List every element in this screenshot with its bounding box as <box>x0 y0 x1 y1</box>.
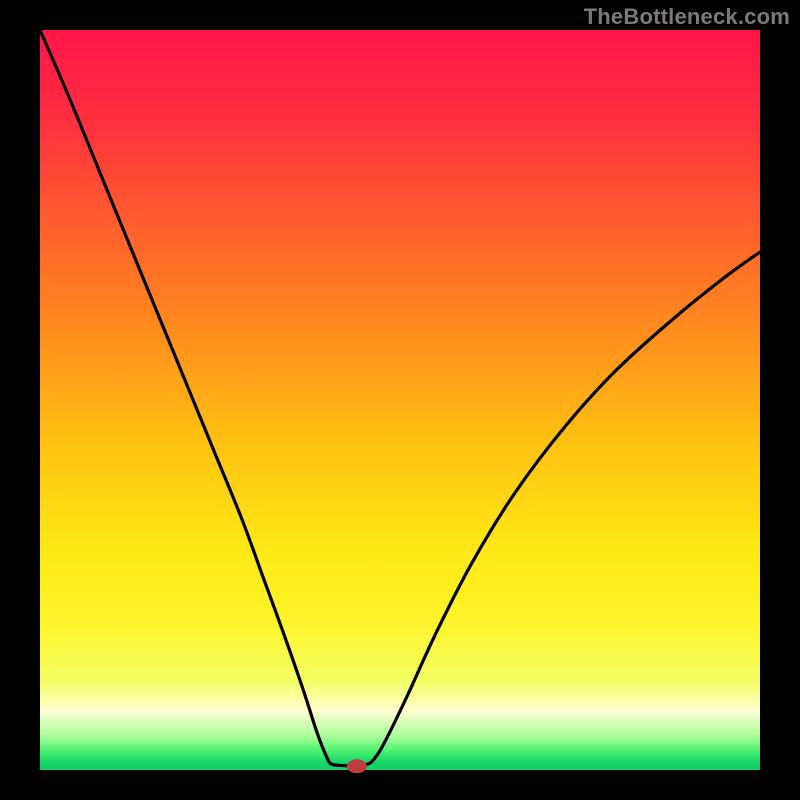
watermark-text: TheBottleneck.com <box>584 4 790 30</box>
bottleneck-chart <box>0 0 800 800</box>
plot-background <box>40 30 760 770</box>
optimal-marker <box>347 759 367 773</box>
chart-container: { "canvas": { "width": 800, "height": 80… <box>0 0 800 800</box>
